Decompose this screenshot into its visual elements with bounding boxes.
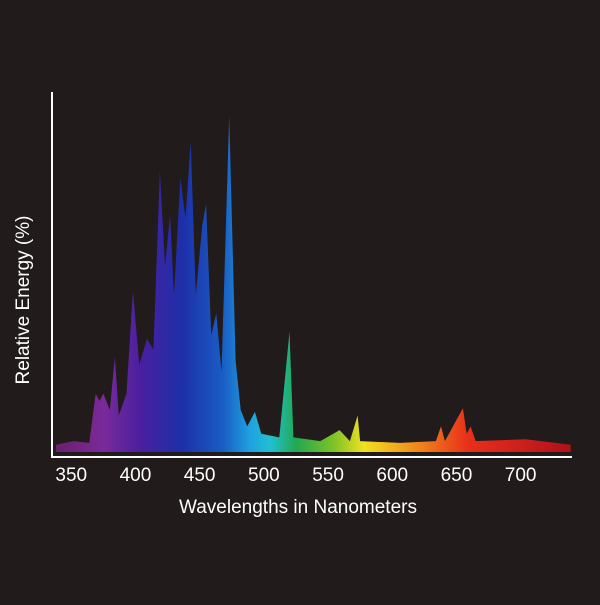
x-tick-label: 450 [184, 465, 216, 486]
x-tick-label: 650 [441, 465, 473, 486]
x-axis-label: Wavelengths in Nanometers [179, 497, 417, 518]
x-tick-label: 400 [120, 465, 152, 486]
x-tick-label: 600 [376, 465, 408, 486]
x-tick-label: 550 [312, 465, 344, 486]
spectrum-area [55, 116, 571, 452]
x-tick-label: 350 [55, 465, 87, 486]
y-axis-label: Relative Energy (%) [13, 216, 34, 385]
x-tick-label: 500 [248, 465, 280, 486]
x-tick-label: 700 [505, 465, 537, 486]
